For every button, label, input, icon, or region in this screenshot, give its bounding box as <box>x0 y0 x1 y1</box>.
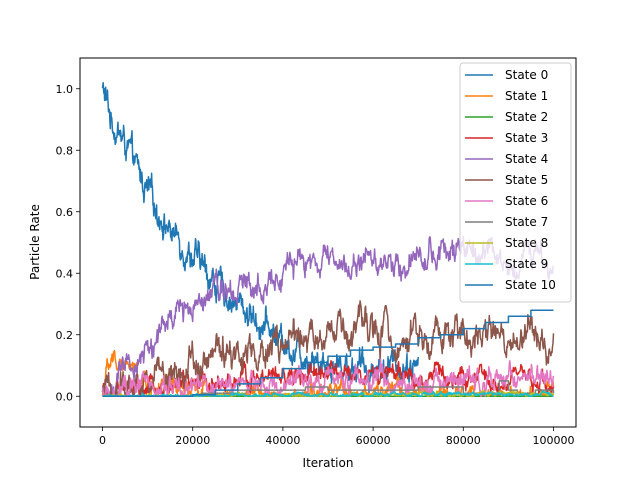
legend-label: State 8 <box>505 236 548 250</box>
plot-frame <box>79 57 577 428</box>
y-tick-label: 0.2 <box>56 329 74 342</box>
y-axis-label: Particle Rate <box>28 204 42 280</box>
y-tick-label: 0.4 <box>56 267 74 280</box>
legend: State 0 State 1 State 2 State 3 State 4 State… <box>459 62 572 303</box>
x-tick-label: 40000 <box>265 434 300 447</box>
series-line-state-5 <box>101 300 555 397</box>
series-line-state-9 <box>102 390 554 397</box>
legend-label: State 4 <box>505 152 548 166</box>
x-tick-label: 60000 <box>356 434 391 447</box>
y-tick-label: 0.8 <box>56 144 74 157</box>
x-tick-label: 100000 <box>532 434 574 447</box>
legend-label: State 6 <box>505 194 548 208</box>
y-axis-ticks: 0.0 0.2 0.4 0.6 0.8 1.0 <box>56 83 80 403</box>
legend-label: State 10 <box>505 278 556 292</box>
x-axis-ticks: 0 20000 40000 60000 80000 100000 <box>99 427 574 447</box>
legend-label: State 5 <box>505 173 548 187</box>
legend-label: State 0 <box>505 68 548 82</box>
series-line-state-6 <box>101 358 555 397</box>
x-tick-label: 20000 <box>175 434 210 447</box>
series-line-state-0 <box>101 81 419 394</box>
y-tick-label: 0.6 <box>56 206 74 219</box>
legend-label: State 1 <box>505 89 548 103</box>
series-line-state-10 <box>102 309 554 398</box>
legend-label: State 3 <box>505 131 548 145</box>
y-tick-label: 1.0 <box>56 83 74 96</box>
x-axis-label: Iteration <box>303 456 354 470</box>
legend-label: State 2 <box>505 110 548 124</box>
x-tick-label: 80000 <box>446 434 481 447</box>
series-layer <box>101 81 555 398</box>
legend-label: State 7 <box>505 215 548 229</box>
y-tick-label: 0.0 <box>56 390 74 403</box>
legend-label: State 9 <box>505 257 548 271</box>
x-tick-label: 0 <box>99 434 106 447</box>
